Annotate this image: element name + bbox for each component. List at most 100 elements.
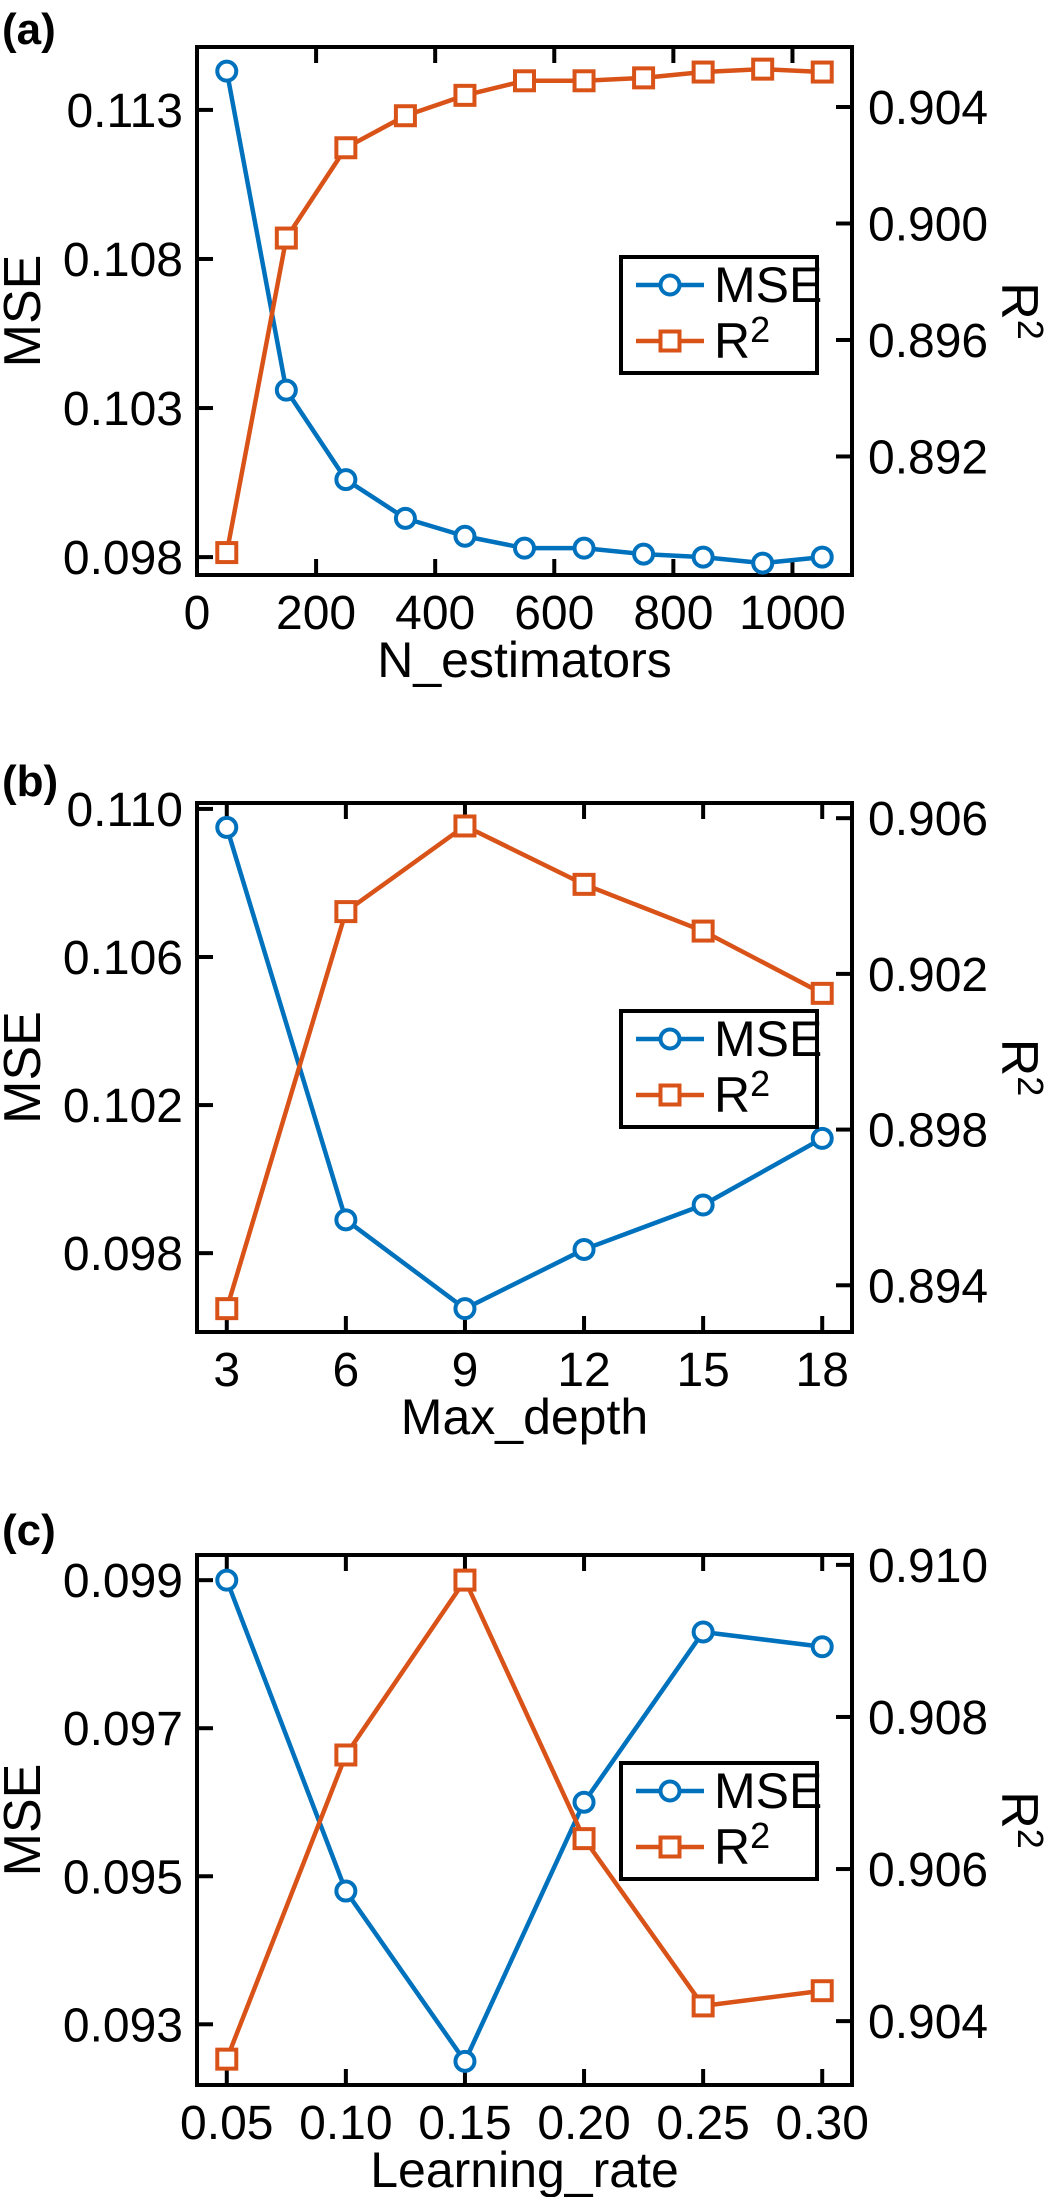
panel-b: 3 6 9 12 15 18 0.098 0.102 0.106 0.110 0.894 0.898 0… [0,784,1050,1445]
r2-marker [453,1568,477,1592]
y-right-tick-label: 0.894 [868,1260,988,1313]
mse-marker [751,551,775,575]
mse-marker [334,1208,358,1232]
r2-marker [215,541,239,565]
plot-frame [195,801,854,1334]
y-left-axis-label: MSE [0,1764,52,1877]
y-right-tick-label: 0.900 [868,198,988,251]
legend-mse-marker [658,273,682,297]
x-tick-label: 15 [676,1344,729,1397]
panel-c-label: (c) [2,1506,56,1555]
r2-series-line [224,1577,823,2060]
mse-marker [691,1193,715,1217]
y-left-tick-label: 0.098 [63,532,183,585]
x-tick-label: 0 [184,587,211,640]
r2-marker [810,981,834,1005]
panel-a: 0 200 400 600 800 1000 0.098 0.103 0.108 0.113 0.8… [0,45,1050,688]
legend-box [619,1009,819,1129]
r2-marker [572,69,596,93]
x-tick-label: 1000 [739,587,846,640]
legend-r2-marker [658,1083,682,1107]
y-left-tick-label: 0.097 [63,1703,183,1756]
r2-series-line [224,823,824,1310]
legend-r2-label: R2 [714,309,770,369]
plot-frame [195,45,854,577]
x-tick-label: 800 [633,587,713,640]
r2-marker [810,1979,834,2003]
x-tick-label: 600 [514,587,594,640]
r2-marker [453,814,477,838]
y-left-tick-label: 0.113 [66,85,183,138]
r2-marker [751,57,775,81]
y-left-tick-label: 0.106 [63,932,183,985]
y-left-tick-label: 0.108 [63,234,183,287]
mse-marker [215,1568,239,1592]
y-right-axis-label: R2 [990,282,1050,340]
x-axis-label: Max_depth [401,1389,648,1445]
y-right-tick-label: 0.898 [868,1105,988,1158]
r2-marker [572,1827,596,1851]
x-tick-label: 0.15 [418,2097,511,2150]
legend-mse-marker [658,1779,682,1803]
r2-marker [215,1297,239,1321]
r2-marker [334,136,358,160]
x-tick-label: 0.30 [776,2097,869,2150]
mse-marker [810,1635,834,1659]
legend-mse-label: MSE [714,1011,822,1067]
x-axis-label: N_estimators [377,632,672,688]
mse-marker [691,545,715,569]
y-left-tick-label: 0.095 [63,1851,183,1904]
mse-marker [215,59,239,83]
y-left-tick-label: 0.103 [63,383,183,436]
legend-box [619,255,819,375]
x-tick-label: 6 [333,1344,360,1397]
mse-marker [215,815,239,839]
r2-marker [334,900,358,924]
x-tick-label: 0.20 [537,2097,630,2150]
x-tick-label: 12 [557,1344,610,1397]
panel-a-chart: 0 200 400 600 800 1000 0.098 0.103 0.108 0.113 0.8… [0,45,1050,688]
r2-marker [572,872,596,896]
panel-b-chart: 3 6 9 12 15 18 0.098 0.102 0.106 0.110 0.894 0.898 0… [0,784,1050,1445]
legend-mse-label: MSE [714,257,822,313]
panel-c-chart: 0.05 0.10 0.15 0.20 0.25 0.30 0.093 0.095 0.097 0… [0,1540,1050,2197]
y-left-tick-label: 0.110 [66,784,183,837]
x-axis-label: Learning_rate [370,2142,679,2197]
y-right-axis-label: R2 [990,1791,1050,1849]
r2-marker [691,1994,715,2018]
y-right-axis-label: R2 [990,1039,1050,1097]
y-right-tick-label: 0.904 [868,1996,988,2049]
r2-marker [810,60,834,84]
mse-series-line [224,1579,823,2064]
mse-marker [810,545,834,569]
y-right-tick-label: 0.892 [868,431,988,484]
mse-series-line [224,826,824,1311]
mse-marker [453,524,477,548]
r2-marker [393,104,417,128]
r2-marker [513,69,536,93]
mse-marker [393,506,417,530]
panel-b-label: (b) [2,757,59,806]
legend-r2-marker [658,1835,682,1859]
x-tick-label: 0.10 [299,2097,392,2150]
mse-marker [691,1620,715,1644]
legend-mse-marker [658,1027,682,1051]
x-tick-label: 400 [395,587,475,640]
mse-marker [334,1879,358,1903]
mse-marker [632,542,656,566]
r2-marker [632,66,656,90]
r2-marker [334,1743,358,1767]
r2-marker [274,226,298,250]
y-left-tick-label: 0.102 [63,1080,183,1133]
legend-r2-label: R2 [714,1063,770,1123]
x-tick-label: 0.25 [656,2097,749,2150]
mse-marker [572,1790,596,1814]
mse-marker [572,1237,596,1261]
y-right-tick-label: 0.908 [868,1692,988,1745]
y-right-tick-label: 0.896 [868,315,988,368]
x-tick-label: 0.05 [180,2097,273,2150]
r2-marker [215,2047,239,2071]
mse-marker [453,2049,477,2073]
x-tick-label: 3 [213,1344,240,1397]
legend-r2-label: R2 [714,1815,770,1875]
